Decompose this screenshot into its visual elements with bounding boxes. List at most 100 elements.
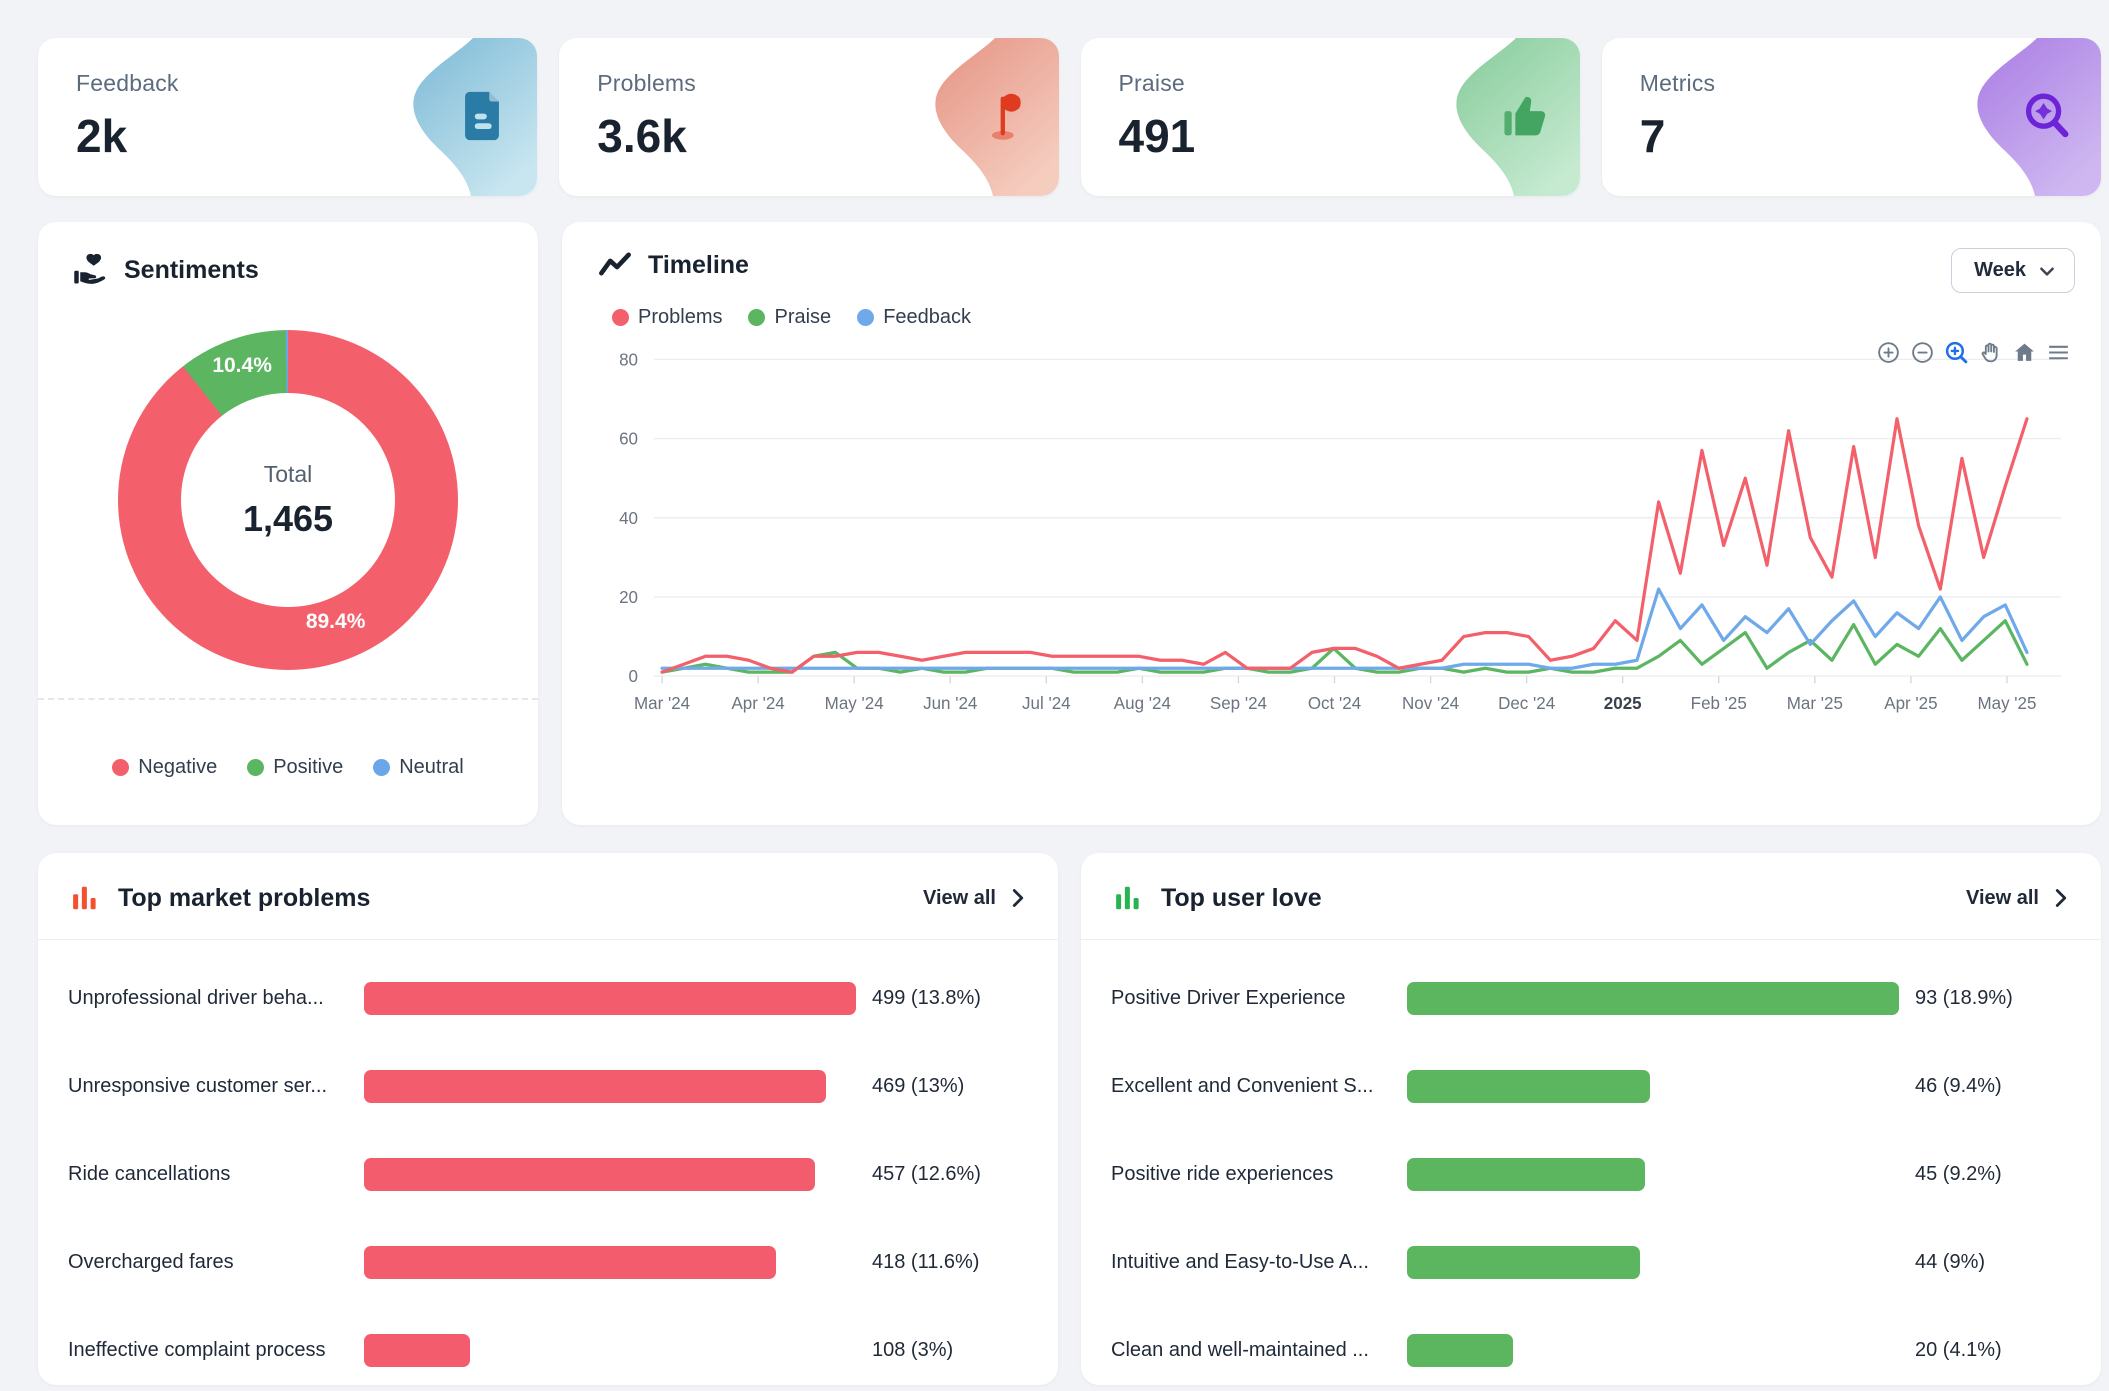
bar-track: [1407, 1069, 1899, 1103]
bar-rows: Unprofessional driver beha... 499 (13.8%…: [38, 940, 1058, 1385]
divider: [38, 698, 538, 700]
bar-row[interactable]: Excellent and Convenient S... 46 (9.4%): [1111, 1042, 2071, 1130]
svg-text:60: 60: [619, 429, 638, 449]
bar-value: 457 (12.6%): [872, 1162, 981, 1185]
bar-track: [1407, 981, 1899, 1015]
legend-label: Positive: [273, 756, 344, 778]
timeline-header: Timeline: [598, 250, 2065, 280]
bar-row[interactable]: Positive ride experiences 45 (9.2%): [1111, 1130, 2071, 1218]
stat-card-praise: Praise 491: [1080, 38, 1580, 196]
svg-text:20: 20: [619, 587, 638, 607]
legend-item-feedback[interactable]: Feedback: [857, 306, 971, 329]
document-icon: [465, 91, 500, 141]
legend-item-problems[interactable]: Problems: [612, 306, 722, 329]
legend-item-neutral[interactable]: Neutral: [373, 756, 464, 779]
bar-chart-icon: [1116, 886, 1139, 910]
feedback-dot: [857, 309, 875, 326]
bar-label: Ride cancellations: [68, 1162, 231, 1185]
bar-fill: [364, 1245, 777, 1279]
bar-row[interactable]: Positive Driver Experience 93 (18.9%): [1111, 954, 2071, 1042]
selection-zoom-icon[interactable]: [1944, 340, 1969, 365]
stat-label: Problems: [597, 70, 696, 96]
card-header: Top market problems View all: [38, 853, 1058, 940]
bar-label: Intuitive and Easy-to-Use A...: [1111, 1250, 1369, 1273]
bar-row[interactable]: Intuitive and Easy-to-Use A... 44 (9%): [1111, 1218, 2071, 1306]
pan-hand-icon[interactable]: [1978, 340, 2003, 365]
bar-row[interactable]: Unresponsive customer ser... 469 (13%): [68, 1042, 1028, 1130]
sentiments-header: Sentiments: [72, 252, 504, 288]
svg-text:May '24: May '24: [825, 693, 884, 713]
bar-row[interactable]: Overcharged fares 418 (11.6%): [68, 1218, 1028, 1306]
svg-text:Aug '24: Aug '24: [1114, 693, 1172, 713]
bar-row[interactable]: Clean and well-maintained ... 20 (4.1%): [1111, 1306, 2071, 1385]
bar-fill: [364, 1157, 815, 1191]
svg-text:Apr '24: Apr '24: [731, 693, 785, 713]
view-all-label: View all: [922, 886, 996, 909]
negative-slice-label: 89.4%: [305, 610, 366, 634]
legend-item-negative[interactable]: Negative: [112, 756, 217, 779]
legend-label: Praise: [774, 306, 832, 328]
legend-label: Neutral: [399, 756, 464, 778]
bar-track: [364, 1333, 856, 1367]
insight-search-icon: [2025, 93, 2069, 138]
zoom-out-icon[interactable]: [1910, 340, 1935, 365]
bar-value: 93 (18.9%): [1915, 986, 2013, 1009]
stats-row: Feedback 2k Problems 3.6k: [38, 38, 2101, 196]
svg-text:May '25: May '25: [1977, 693, 2036, 713]
stat-blob: [934, 38, 1059, 196]
donut-total-value: 1,465: [242, 497, 334, 539]
bar-row[interactable]: Unprofessional driver beha... 499 (13.8%…: [68, 954, 1028, 1042]
bar-fill: [1407, 1157, 1646, 1191]
home-icon[interactable]: [2012, 340, 2037, 365]
bar-label: Clean and well-maintained ...: [1111, 1338, 1369, 1361]
stat-label: Praise: [1118, 70, 1185, 96]
bar-label: Overcharged fares: [68, 1250, 234, 1273]
svg-text:Dec '24: Dec '24: [1498, 693, 1556, 713]
view-all-link[interactable]: View all: [923, 887, 1026, 910]
bar-track: [1407, 1333, 1899, 1367]
bar-fill: [1407, 1333, 1513, 1367]
bar-value: 44 (9%): [1915, 1250, 1986, 1273]
top-market-problems-card: Top market problems View all Unprofessio…: [38, 853, 1058, 1385]
bar-fill: [364, 981, 856, 1015]
legend-item-praise[interactable]: Praise: [748, 306, 831, 329]
legend-label: Problems: [638, 306, 723, 328]
sentiments-legend: Negative Positive Neutral: [38, 756, 538, 779]
zoom-in-icon[interactable]: [1876, 340, 1901, 365]
stat-card-feedback: Feedback 2k: [38, 38, 538, 196]
bar-row[interactable]: Ineffective complaint process 108 (3%): [68, 1306, 1028, 1385]
bar-fill: [364, 1333, 471, 1367]
stat-value: 3.6k: [597, 110, 687, 162]
positive-dot: [247, 759, 265, 776]
bar-track: [364, 981, 856, 1015]
view-all-link[interactable]: View all: [1966, 887, 2069, 910]
problems-dot: [612, 309, 629, 326]
bar-value: 469 (13%): [872, 1074, 965, 1097]
svg-text:Feb '25: Feb '25: [1691, 693, 1747, 713]
legend-label: Negative: [138, 756, 218, 778]
stat-card-metrics: Metrics 7: [1601, 38, 2101, 196]
legend-item-positive[interactable]: Positive: [247, 756, 343, 779]
bar-fill: [1407, 1245, 1640, 1279]
bar-value: 108 (3%): [872, 1338, 954, 1361]
timeline-line-chart[interactable]: 0 20 40 60 80 Mar '24 Apr '24 May '24 Jun '24 Jul…: [598, 339, 2065, 719]
sentiments-title: Sentiments: [124, 255, 259, 284]
view-all-label: View all: [1965, 886, 2039, 909]
svg-text:Mar '24: Mar '24: [634, 693, 691, 713]
bar-row[interactable]: Ride cancellations 457 (12.6%): [68, 1130, 1028, 1218]
range-selector-value: Week: [1974, 259, 2026, 281]
menu-icon[interactable]: [2046, 340, 2071, 365]
chart-toolbar: [1876, 340, 2071, 365]
bar-label: Unprofessional driver beha...: [68, 986, 324, 1009]
svg-text:Oct '24: Oct '24: [1308, 693, 1362, 713]
stat-blob: [1977, 38, 2101, 196]
sentiments-donut-chart[interactable]: 10.4% 89.4% Total 1,465: [118, 330, 458, 670]
donut-center: Total 1,465: [181, 393, 395, 607]
bar-value: 418 (11.6%): [872, 1250, 980, 1273]
donut-total-label: Total: [263, 460, 313, 487]
bar-label: Positive Driver Experience: [1111, 986, 1346, 1009]
timeline-legend: Problems Praise Feedback: [612, 306, 2065, 329]
range-selector-dropdown[interactable]: Week: [1951, 248, 2075, 293]
card-title: Top market problems: [118, 883, 371, 912]
